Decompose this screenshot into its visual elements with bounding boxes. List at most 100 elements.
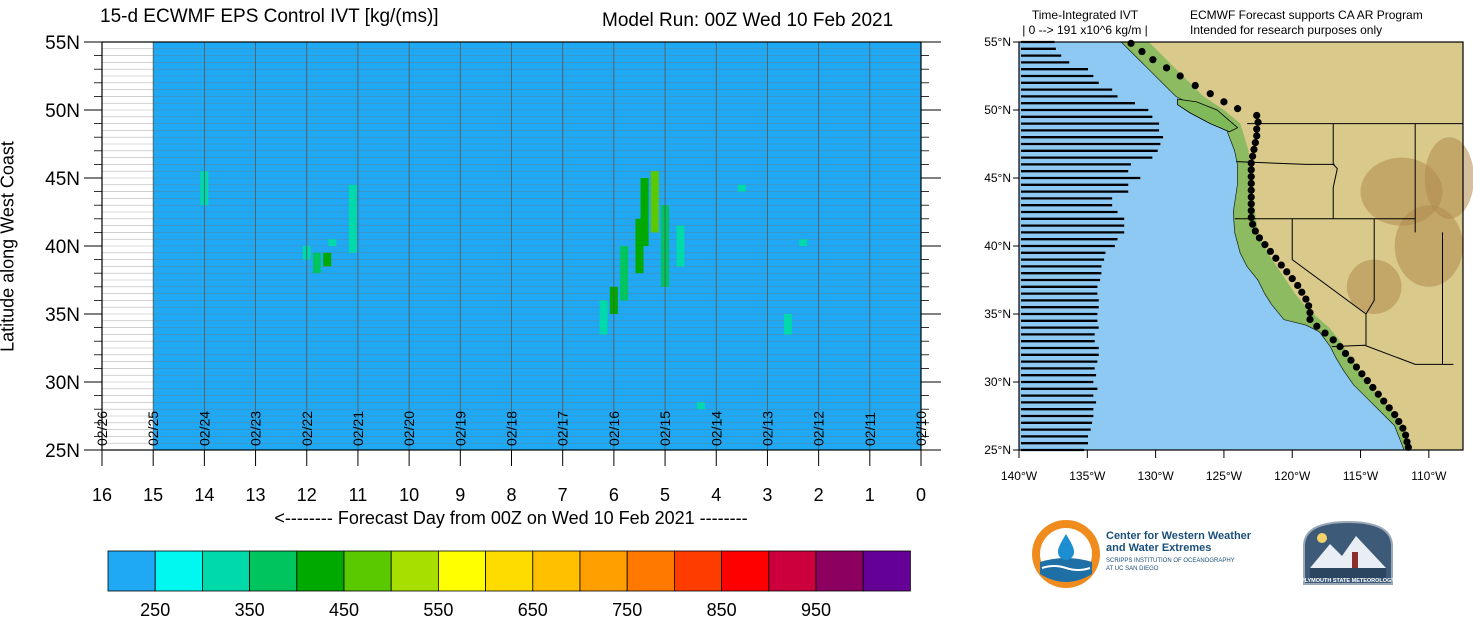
vancouver-island — [1177, 98, 1239, 133]
coastal-point — [1283, 268, 1291, 276]
date-label: 02/25 — [145, 411, 161, 446]
colorbar-swatch — [249, 550, 298, 592]
coastal-point — [1138, 47, 1146, 56]
map-header-note-2: Intended for research purposes only — [1190, 23, 1383, 37]
y-tick-label: 25N — [45, 441, 80, 462]
map-header-range: | 0 --> 191 x10^6 kg/m | — [1022, 23, 1148, 37]
coastal-point — [1288, 275, 1296, 283]
x-tick-label: 11 — [349, 485, 368, 505]
coastal-point — [1305, 302, 1313, 310]
map-x-tick-label: 125°W — [1206, 469, 1243, 483]
coastal-point — [1149, 56, 1157, 64]
x-tick-label: 14 — [194, 485, 214, 505]
x-tick-label: 12 — [297, 485, 317, 505]
ivt-cell — [312, 252, 321, 274]
ivt-cell — [620, 246, 629, 301]
y-tick-label: 45N — [45, 169, 80, 190]
psu-logo-text: PLYMOUTH STATE METEOROLOGY — [1301, 578, 1395, 584]
coastal-point — [1402, 431, 1410, 439]
date-label: 02/16 — [606, 411, 622, 446]
x-tick-label: 2 — [814, 485, 824, 505]
chart-title: 15-d ECWMF EPS Control IVT [kg/(ms)] — [100, 6, 439, 27]
colorbar-label: 350 — [235, 600, 265, 620]
colorbar-swatch — [815, 550, 864, 592]
coastal-point — [1313, 322, 1321, 330]
coastal-point — [1127, 39, 1135, 47]
date-label: 02/17 — [555, 411, 571, 446]
map-x-tick-label: 135°W — [1069, 469, 1106, 483]
coastal-point — [1363, 377, 1371, 385]
colorbar-swatch — [154, 550, 203, 592]
coastal-point — [1251, 227, 1259, 235]
date-label: 02/20 — [401, 411, 417, 446]
cw3e-name-line-3: SCRIPPS INSTITUTION OF OCEANOGRAPHY — [1106, 558, 1235, 564]
ivt-cell — [328, 239, 337, 246]
coastal-point — [1249, 220, 1257, 228]
colorbar-swatch — [296, 550, 345, 592]
ivt-cell — [348, 184, 357, 253]
map-y-tick-label: 50°N — [984, 103, 1011, 117]
x-tick-label: 6 — [609, 485, 619, 505]
coastal-point — [1247, 193, 1255, 201]
coastal-point — [1374, 390, 1382, 398]
date-label: 02/23 — [248, 411, 264, 446]
colorbar-label: 950 — [801, 600, 831, 620]
date-label: 02/18 — [504, 411, 520, 446]
coastal-point — [1247, 213, 1255, 222]
date-label: 02/12 — [811, 411, 827, 446]
colorbar-swatch — [579, 550, 628, 592]
date-label: 02/10 — [913, 411, 929, 446]
state-border — [1236, 161, 1335, 165]
coastal-point — [1220, 98, 1228, 106]
coastal-point — [1403, 438, 1411, 446]
coastal-point — [1298, 288, 1306, 296]
coastal-point — [1321, 329, 1329, 337]
ivt-cell — [737, 184, 746, 192]
date-label: 02/15 — [657, 411, 673, 446]
map-y-tick-label: 35°N — [984, 307, 1011, 321]
date-label: 02/21 — [350, 411, 366, 446]
coastal-point — [1247, 186, 1255, 194]
colorbar-swatch — [532, 550, 581, 592]
coastal-point — [1247, 159, 1255, 167]
plymouth-state-meteorology-logo-icon: PLYMOUTH STATE METEOROLOGY — [1301, 520, 1395, 585]
coastal-point — [1358, 370, 1366, 378]
colorbar-swatch — [437, 550, 486, 592]
coastal-point — [1253, 125, 1261, 133]
colorbar-label: 850 — [707, 600, 737, 620]
ivt-cell — [783, 314, 792, 335]
coastal-point — [1306, 315, 1314, 324]
coastal-point — [1249, 152, 1257, 160]
coastal-point — [1255, 234, 1264, 242]
coastal-point — [1294, 281, 1302, 290]
colorbar-label: 450 — [329, 600, 359, 620]
colorbar-swatch — [485, 550, 534, 592]
colorbar-swatch — [107, 550, 156, 592]
x-tick-label: 15 — [143, 485, 163, 505]
coastal-point — [1404, 443, 1412, 451]
map-header-right: ECMWF Forecast supports CA AR Program In… — [1190, 8, 1423, 38]
x-axis-label: <-------- Forecast Day from 00Z on Wed 1… — [274, 508, 748, 528]
ivt-cell — [676, 225, 685, 267]
date-label: 02/19 — [452, 411, 468, 446]
coastal-point — [1329, 336, 1337, 344]
ivt-cell — [650, 171, 659, 233]
coastal-point — [1385, 404, 1393, 412]
map-header-title: Time-Integrated IVT — [1031, 8, 1139, 22]
coastal-point — [1233, 105, 1242, 113]
ivt-cell — [323, 252, 332, 267]
coastal-point — [1347, 356, 1355, 364]
coastal-point — [1261, 241, 1269, 249]
x-tick-label: 4 — [711, 485, 721, 505]
colorbar-swatch — [390, 550, 439, 592]
x-tick-label: 16 — [92, 485, 112, 505]
coastal-point — [1272, 254, 1280, 262]
model-run-label: Model Run: 00Z Wed 10 Feb 2021 — [602, 10, 894, 31]
map-y-tick-label: 25°N — [984, 443, 1011, 457]
x-tick-label: 3 — [762, 485, 772, 505]
date-label: 02/13 — [759, 411, 775, 446]
ivt-cell — [640, 178, 649, 246]
coastal-point — [1336, 343, 1344, 351]
colorbar-swatch — [343, 550, 392, 592]
